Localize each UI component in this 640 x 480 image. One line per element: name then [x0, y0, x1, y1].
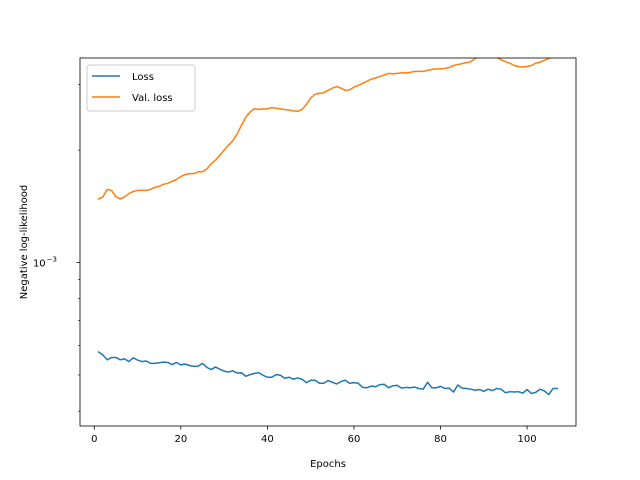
legend-label-0: Loss [132, 72, 154, 83]
y-axis-label: Negative log-likelihood [19, 185, 30, 300]
x-tick-label: 60 [348, 434, 361, 445]
legend: Loss Val. loss [86, 64, 196, 112]
series-line-0 [97, 350, 559, 396]
x-tick-label: 0 [91, 434, 97, 445]
x-tick-label: 20 [174, 434, 187, 445]
y-tick-exponent: −3 [47, 256, 57, 264]
x-tick-label: 100 [518, 434, 537, 445]
x-tick-label: 80 [434, 434, 447, 445]
series-line-1 [97, 58, 553, 200]
legend-label-1: Val. loss [132, 93, 173, 104]
axes-frame [79, 57, 577, 427]
y-tick-label: 10−3 [33, 256, 57, 270]
x-axis-label: Epochs [310, 459, 346, 470]
plot-background [80, 58, 576, 426]
plot-area [80, 58, 576, 426]
series-layer [97, 58, 559, 396]
x-tick-label: 40 [261, 434, 274, 445]
